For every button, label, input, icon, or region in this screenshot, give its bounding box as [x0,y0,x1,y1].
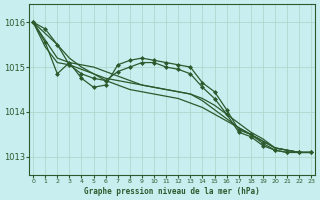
X-axis label: Graphe pression niveau de la mer (hPa): Graphe pression niveau de la mer (hPa) [84,187,260,196]
